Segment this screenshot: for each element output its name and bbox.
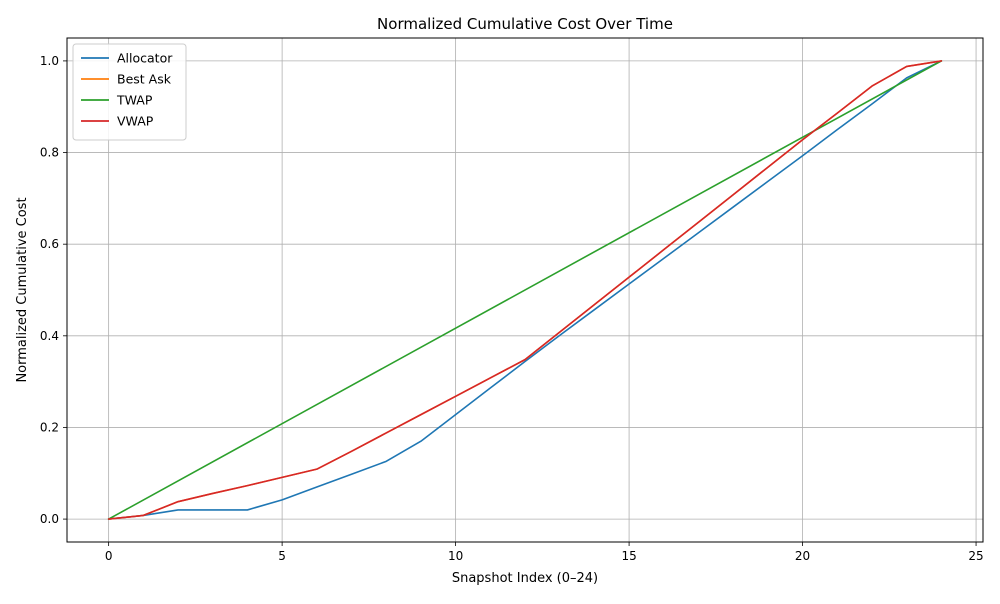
x-tick-label: 10 [448, 549, 463, 563]
series-line-twap [107, 60, 943, 520]
grid [67, 38, 983, 542]
legend: Allocator Best Ask TWAP VWAP [72, 43, 187, 141]
y-tick-label: 0.8 [40, 146, 59, 160]
legend-label: TWAP [116, 93, 153, 108]
x-tick-label: 15 [621, 549, 636, 563]
x-tick-label: 0 [105, 549, 113, 563]
y-tick-label: 0.6 [40, 237, 59, 251]
legend-box [72, 43, 187, 141]
chart-title: Normalized Cumulative Cost Over Time [377, 15, 673, 33]
legend-label: Allocator [117, 51, 173, 66]
series-lines [107, 60, 943, 520]
y-axis-label: Normalized Cumulative Cost [15, 197, 30, 382]
x-tick-label: 5 [278, 549, 286, 563]
y-tick-label: 0.0 [40, 512, 59, 526]
y-tick-label: 0.2 [40, 420, 59, 434]
legend-label: Best Ask [117, 72, 172, 87]
x-axis-label: Snapshot Index (0–24) [452, 571, 598, 586]
axis-ticks: 0 5 10 15 20 25 0.0 0.2 0.4 0.6 0.8 1.0 [40, 54, 984, 563]
legend-label: VWAP [117, 114, 154, 129]
plot-frame [66, 37, 984, 543]
series-line-vwap [107, 60, 943, 520]
x-tick-label: 25 [968, 549, 983, 563]
y-tick-label: 0.4 [40, 329, 59, 343]
x-tick-label: 20 [795, 549, 810, 563]
series-line-allocator [107, 60, 943, 520]
y-tick-label: 1.0 [40, 54, 59, 68]
